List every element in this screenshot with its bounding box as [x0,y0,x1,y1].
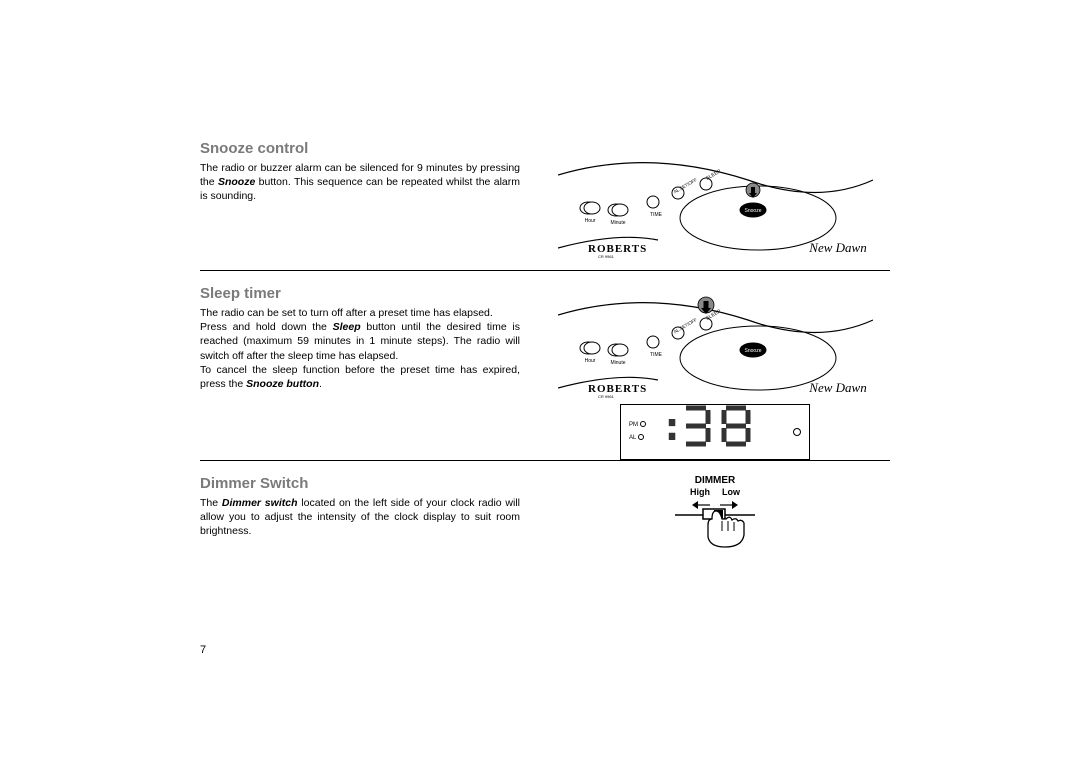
radio-illustration-1: Snooze Hour Minute [558,140,873,260]
dimmer-figure: DIMMER High Low [655,475,775,549]
radio-top-view-2: Snooze Hour Minute TIME AL.SET/OFF S [558,285,873,400]
svg-text:3 Band Clock Radio: 3 Band Clock Radio [586,399,622,400]
snooze-body: The radio or buzzer alarm can be silence… [200,161,520,204]
dimmer-diagram: DIMMER High Low [540,475,890,549]
sleep-text: Sleep timer The radio can be set to turn… [200,285,540,391]
dimmer-label: DIMMER [655,475,775,486]
sleep-p1: The radio can be set to turn off after a… [200,306,520,320]
snooze-diagram: Snooze Hour Minute [540,140,890,260]
radio-top-view-1: Snooze Hour Minute [558,140,873,260]
svg-text:TIME: TIME [650,352,663,358]
button-row: Hour Minute TIME AL.SET/OFF SLEEP [580,168,723,226]
lcd-digits: : [647,404,793,461]
lcd-indicators: PM AL [629,419,647,445]
lcd-alarm-indicator [793,428,801,436]
lcd-display: PM AL : [620,404,810,460]
dimmer-switch-icon [670,497,760,549]
dimmer-high-low: High Low [655,487,775,497]
section-dimmer: Dimmer Switch The Dimmer switch located … [200,475,890,559]
snooze-text: Snooze control The radio or buzzer alarm… [200,140,540,204]
svg-text:ROBERTS: ROBERTS [588,383,647,395]
section-sleep: Sleep timer The radio can be set to turn… [200,285,890,461]
page-number: 7 [200,644,206,656]
dimmer-text: Dimmer Switch The Dimmer switch located … [200,475,540,539]
svg-text:TIME: TIME [650,212,663,218]
section-snooze: Snooze control The radio or buzzer alarm… [200,140,890,271]
svg-text:AL.SET/OFF: AL.SET/OFF [672,317,697,334]
radio-illustration-2: Snooze Hour Minute TIME AL.SET/OFF S [558,285,873,400]
svg-text::: : [660,404,688,448]
svg-text:New Dawn: New Dawn [808,240,866,255]
sleep-p3: To cancel the sleep function before the … [200,363,520,391]
sleep-diagram: Snooze Hour Minute TIME AL.SET/OFF S [540,285,890,460]
svg-text:ROBERTS: ROBERTS [588,243,647,255]
svg-text:Minute: Minute [610,360,625,366]
svg-text:Minute: Minute [610,220,625,226]
dimmer-body: The Dimmer switch located on the left si… [200,496,520,539]
snooze-button-label: Snooze [744,208,761,214]
manual-page: Snooze control The radio or buzzer alarm… [200,140,890,573]
svg-text:Hour: Hour [584,358,595,364]
svg-text:Hour: Hour [584,218,595,224]
dimmer-heading: Dimmer Switch [200,475,520,492]
svg-text:3 Band Clock Radio: 3 Band Clock Radio [586,259,622,260]
svg-text:AL.SET/OFF: AL.SET/OFF [672,177,697,194]
snooze-heading: Snooze control [200,140,520,157]
svg-text:Snooze: Snooze [744,348,761,354]
sleep-p2: Press and hold down the Sleep button unt… [200,320,520,363]
svg-text:New Dawn: New Dawn [808,380,866,395]
sleep-heading: Sleep timer [200,285,520,302]
